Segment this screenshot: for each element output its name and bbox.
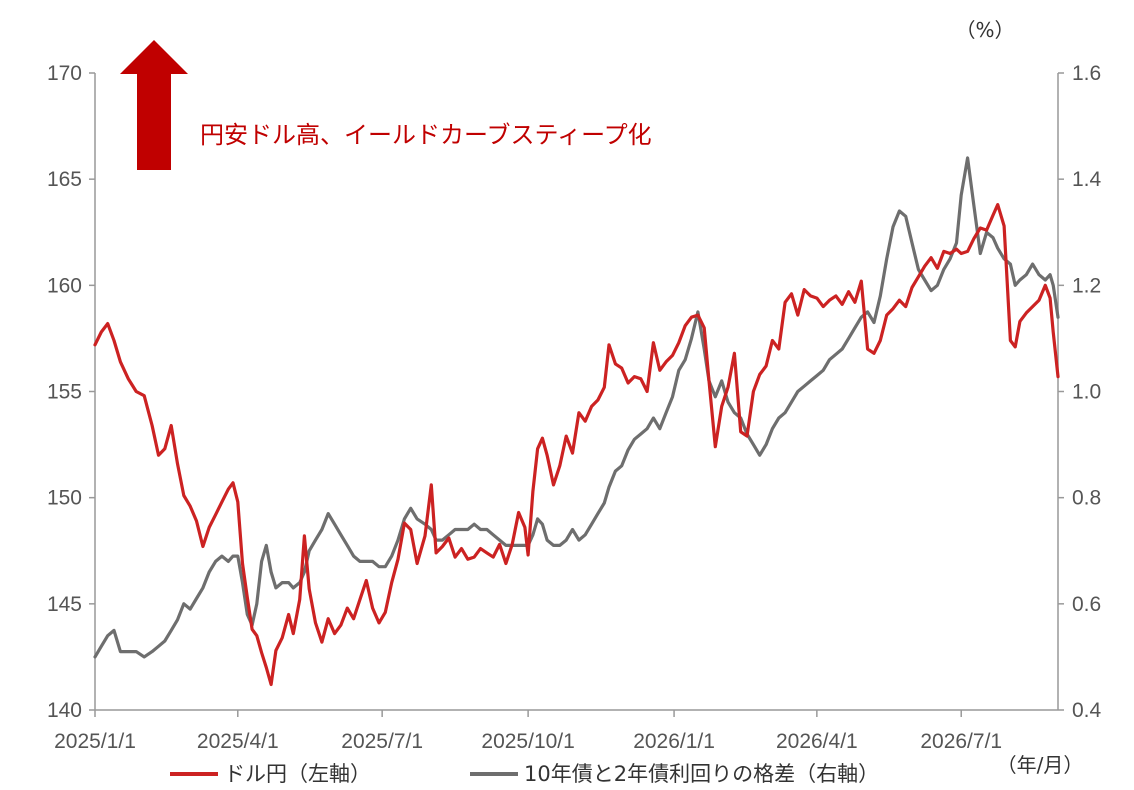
right-tick-label: 0.6 bbox=[1072, 593, 1101, 616]
x-axis-tick-labels: 2025/1/1 2025/4/1 2025/7/1 2025/10/1 2026/1/… bbox=[54, 730, 1002, 753]
right-tick-label: 0.8 bbox=[1072, 487, 1101, 510]
right-tick-label: 1.2 bbox=[1072, 274, 1101, 297]
legend: ドル円（左軸） 10年債と2年債利回りの格差（右軸） bbox=[170, 762, 879, 786]
right-tick-label: 1.0 bbox=[1072, 381, 1101, 404]
right-axis-tick-labels: 0.4 0.6 0.8 1.0 1.2 1.4 1.6 bbox=[1072, 62, 1102, 722]
legend-label-spread: 10年債と2年債利回りの格差（右軸） bbox=[524, 762, 879, 786]
x-tick-label: 2025/7/1 bbox=[341, 730, 423, 753]
series-line-usdjpy bbox=[93, 203, 1060, 687]
x-tick-label: 2026/4/1 bbox=[776, 730, 858, 753]
left-axis-tick-labels: 140 145 150 155 160 165 170 bbox=[47, 62, 82, 722]
right-tick-label: 0.4 bbox=[1072, 699, 1102, 722]
series-line-yield-spread bbox=[93, 156, 1060, 659]
x-axis-unit: （年/月） bbox=[997, 753, 1084, 777]
x-tick-label: 2026/7/1 bbox=[920, 730, 1002, 753]
left-tick-label: 155 bbox=[47, 381, 82, 404]
right-tick-label: 1.4 bbox=[1072, 168, 1102, 191]
x-tick-label: 2025/10/1 bbox=[481, 730, 574, 753]
right-tick-label: 1.6 bbox=[1072, 62, 1101, 85]
right-axis-unit: （%） bbox=[955, 18, 1014, 42]
left-tick-label: 145 bbox=[47, 593, 82, 616]
series-layer bbox=[93, 156, 1060, 687]
x-tick-label: 2025/1/1 bbox=[54, 730, 136, 753]
annotation-text: 円安ドル高、イールドカーブスティープ化 bbox=[200, 121, 652, 149]
left-tick-label: 170 bbox=[47, 62, 82, 85]
left-tick-label: 150 bbox=[47, 487, 82, 510]
x-tick-label: 2026/1/1 bbox=[633, 730, 715, 753]
legend-label-usdjpy: ドル円（左軸） bbox=[224, 762, 371, 786]
x-tick-label: 2025/4/1 bbox=[197, 730, 279, 753]
up-arrow-icon bbox=[120, 40, 188, 170]
tick-marks bbox=[89, 72, 1064, 717]
left-tick-label: 140 bbox=[47, 699, 82, 722]
left-tick-label: 160 bbox=[47, 274, 82, 297]
left-tick-label: 165 bbox=[47, 168, 82, 191]
